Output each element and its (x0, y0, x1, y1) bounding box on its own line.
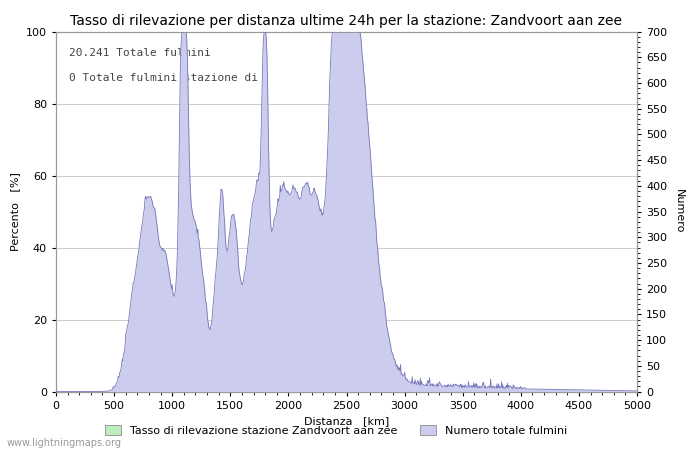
X-axis label: Distanza   [km]: Distanza [km] (304, 416, 389, 426)
Text: 0 Totale fulmini stazione di: 0 Totale fulmini stazione di (69, 73, 258, 83)
Text: www.lightningmaps.org: www.lightningmaps.org (7, 438, 122, 448)
Text: 20.241 Totale fulmini: 20.241 Totale fulmini (69, 48, 211, 58)
Legend: Tasso di rilevazione stazione Zandvoort aan zee, Numero totale fulmini: Tasso di rilevazione stazione Zandvoort … (100, 420, 572, 440)
Y-axis label: Numero: Numero (674, 189, 684, 234)
Y-axis label: Percento   [%]: Percento [%] (10, 172, 20, 251)
Title: Tasso di rilevazione per distanza ultime 24h per la stazione: Zandvoort aan zee: Tasso di rilevazione per distanza ultime… (71, 14, 622, 27)
